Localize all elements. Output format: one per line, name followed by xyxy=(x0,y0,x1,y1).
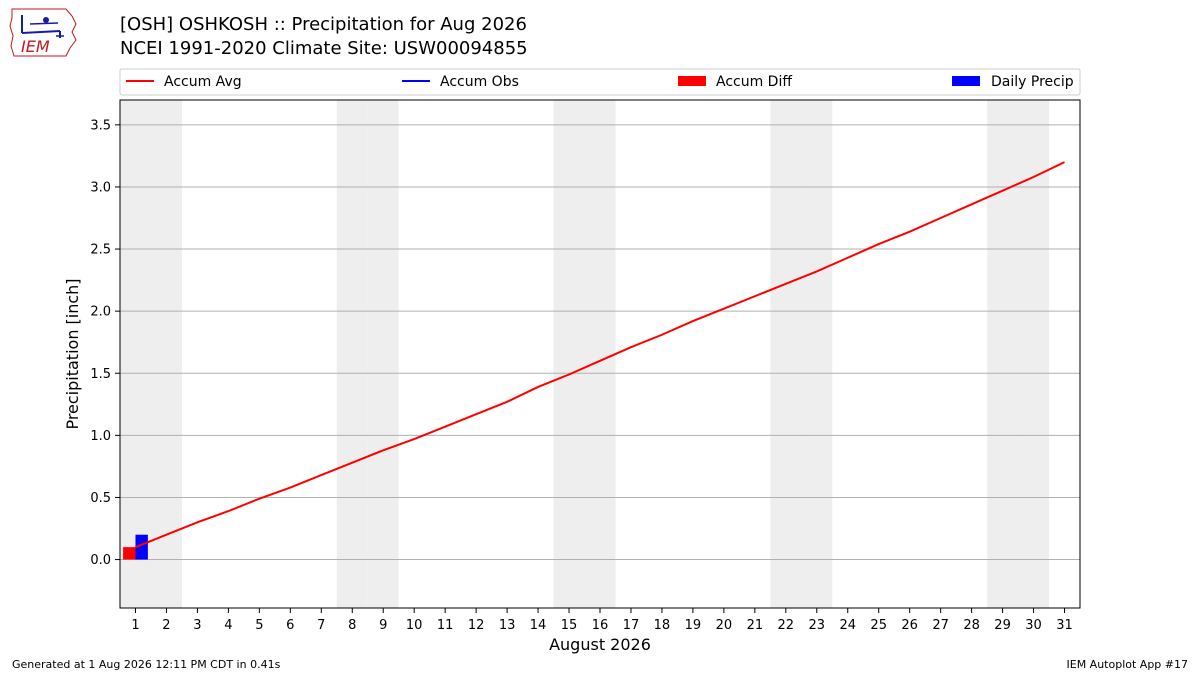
x-tick-label: 15 xyxy=(561,618,578,633)
y-tick-label: 2.0 xyxy=(90,305,111,320)
y-axis-label: Precipitation [inch] xyxy=(63,278,82,429)
legend-frame xyxy=(119,68,1081,96)
x-tick-label: 1 xyxy=(131,618,139,633)
y-axis: 0.0 0.5 1.0 1.5 2.0 2.5 3.0 3.5 xyxy=(90,118,120,568)
x-axis: 1 2 3 4 5 6 7 8 9 10 11 12 13 14 15 16 17 18 19 20 21 22 23 24 2… xyxy=(131,608,1073,633)
legend-label-accum-diff: Accum Diff xyxy=(716,74,792,90)
x-tick-label: 28 xyxy=(963,618,980,633)
iem-logo: IEM xyxy=(9,8,77,57)
x-tick-label: 2 xyxy=(162,618,170,633)
x-tick-label: 8 xyxy=(348,618,356,633)
generated-timestamp: Generated at 1 Aug 2026 12:11 PM CDT in … xyxy=(12,658,281,671)
chart-subtitle: NCEI 1991-2020 Climate Site: USW00094855 xyxy=(120,38,528,59)
y-tick-label: 1.5 xyxy=(90,367,111,382)
y-tick-label: 3.0 xyxy=(90,180,111,195)
daily-precip-bar xyxy=(135,534,148,560)
x-tick-label: 19 xyxy=(685,618,702,633)
x-tick-label: 16 xyxy=(592,618,609,633)
weekend-band xyxy=(584,100,616,608)
x-tick-label: 22 xyxy=(778,618,795,633)
x-tick-label: 9 xyxy=(379,618,387,633)
legend-label-accum-avg: Accum Avg xyxy=(164,74,242,90)
weekend-band xyxy=(1018,100,1050,608)
bar-series xyxy=(123,534,148,560)
x-tick-label: 13 xyxy=(499,618,516,633)
x-tick-label: 31 xyxy=(1056,618,1073,633)
x-tick-label: 10 xyxy=(406,618,423,633)
chart-title: [OSH] OSHKOSH :: Precipitation for Aug 2… xyxy=(120,14,527,35)
line-series xyxy=(135,161,1065,549)
weekend-band xyxy=(987,100,1019,608)
x-tick-label: 17 xyxy=(623,618,640,633)
legend-label-accum-obs: Accum Obs xyxy=(440,74,519,90)
x-tick-label: 14 xyxy=(530,618,547,633)
weekend-shading xyxy=(120,100,1050,608)
x-tick-label: 24 xyxy=(839,618,856,633)
y-tick-label: 0.5 xyxy=(90,491,111,506)
x-tick-label: 29 xyxy=(994,618,1011,633)
x-tick-label: 7 xyxy=(317,618,325,633)
x-tick-label: 21 xyxy=(747,618,764,633)
x-tick-label: 4 xyxy=(224,618,232,633)
iowa-outline-icon xyxy=(9,8,77,57)
plot-area xyxy=(119,99,1081,609)
x-tick-label: 3 xyxy=(193,618,201,633)
weekend-band xyxy=(150,100,182,608)
x-tick-label: 26 xyxy=(901,618,918,633)
legend-swatch-daily-precip xyxy=(952,76,980,86)
x-tick-label: 25 xyxy=(870,618,887,633)
x-tick-label: 20 xyxy=(716,618,733,633)
autoplot-app-label: IEM Autoplot App #17 xyxy=(1067,658,1189,671)
y-tick-label: 0.0 xyxy=(90,553,111,568)
accum-diff-bar xyxy=(123,547,136,560)
y-tick-label: 3.5 xyxy=(90,118,111,133)
legend-label-daily-precip: Daily Precip xyxy=(991,74,1074,90)
accum-avg-line xyxy=(135,161,1065,549)
x-tick-label: 5 xyxy=(255,618,263,633)
weekend-band xyxy=(367,100,399,608)
x-axis-label: August 2026 xyxy=(549,635,651,654)
iem-logo-text: IEM xyxy=(21,37,50,56)
horizontal-gridlines xyxy=(120,124,1080,561)
x-tick-label: 12 xyxy=(468,618,485,633)
y-tick-label: 2.5 xyxy=(90,243,111,258)
x-tick-label: 27 xyxy=(932,618,949,633)
x-tick-label: 23 xyxy=(809,618,826,633)
y-tick-label: 1.0 xyxy=(90,429,111,444)
x-tick-label: 6 xyxy=(286,618,294,633)
legend-swatch-accum-diff xyxy=(678,76,706,86)
weekend-band xyxy=(801,100,833,608)
x-tick-label: 30 xyxy=(1025,618,1042,633)
x-tick-label: 11 xyxy=(437,618,454,633)
weekend-band xyxy=(120,100,151,608)
weekend-band xyxy=(770,100,802,608)
weekend-band xyxy=(553,100,585,608)
weekend-band xyxy=(336,100,368,608)
x-tick-label: 18 xyxy=(654,618,671,633)
weather-station-icon xyxy=(21,15,64,38)
chart-legend: Accum Avg Accum Obs Accum Diff Daily Pre… xyxy=(119,68,1081,96)
